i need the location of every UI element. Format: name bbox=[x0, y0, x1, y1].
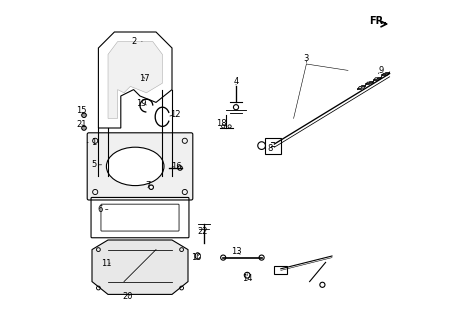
Text: 14: 14 bbox=[242, 274, 253, 283]
Text: 21: 21 bbox=[76, 120, 87, 129]
Text: 11: 11 bbox=[101, 260, 112, 268]
Bar bbox=[274, 266, 287, 274]
Text: 7: 7 bbox=[145, 181, 151, 190]
Text: 3: 3 bbox=[303, 54, 309, 63]
Text: 22: 22 bbox=[197, 227, 208, 236]
Text: 10: 10 bbox=[191, 253, 201, 262]
Circle shape bbox=[234, 105, 238, 110]
Text: 16: 16 bbox=[171, 162, 182, 171]
Text: 15: 15 bbox=[76, 106, 87, 115]
Text: 19: 19 bbox=[136, 99, 147, 108]
Text: 20: 20 bbox=[122, 292, 133, 301]
Circle shape bbox=[82, 126, 86, 130]
Circle shape bbox=[149, 185, 153, 189]
PathPatch shape bbox=[108, 42, 162, 118]
PathPatch shape bbox=[92, 240, 188, 294]
Text: 12: 12 bbox=[170, 110, 180, 119]
Circle shape bbox=[178, 166, 182, 170]
Circle shape bbox=[220, 255, 226, 260]
Circle shape bbox=[228, 125, 231, 128]
Bar bbox=[265, 138, 281, 154]
Text: 6: 6 bbox=[97, 205, 108, 214]
Circle shape bbox=[259, 255, 264, 260]
Circle shape bbox=[258, 142, 265, 149]
Text: 4: 4 bbox=[233, 77, 239, 86]
Text: 9: 9 bbox=[378, 66, 383, 75]
Circle shape bbox=[221, 125, 225, 128]
Ellipse shape bbox=[106, 147, 164, 186]
Text: 1: 1 bbox=[87, 138, 96, 147]
Circle shape bbox=[244, 272, 250, 278]
Text: 8: 8 bbox=[267, 144, 272, 153]
Text: FR.: FR. bbox=[369, 16, 387, 26]
Text: 18: 18 bbox=[216, 119, 227, 128]
FancyBboxPatch shape bbox=[87, 133, 193, 200]
Circle shape bbox=[320, 282, 325, 287]
Circle shape bbox=[82, 113, 86, 117]
Text: 17: 17 bbox=[140, 74, 150, 83]
Text: 13: 13 bbox=[231, 247, 241, 256]
Text: 5: 5 bbox=[91, 160, 101, 169]
Text: 2: 2 bbox=[131, 37, 142, 46]
